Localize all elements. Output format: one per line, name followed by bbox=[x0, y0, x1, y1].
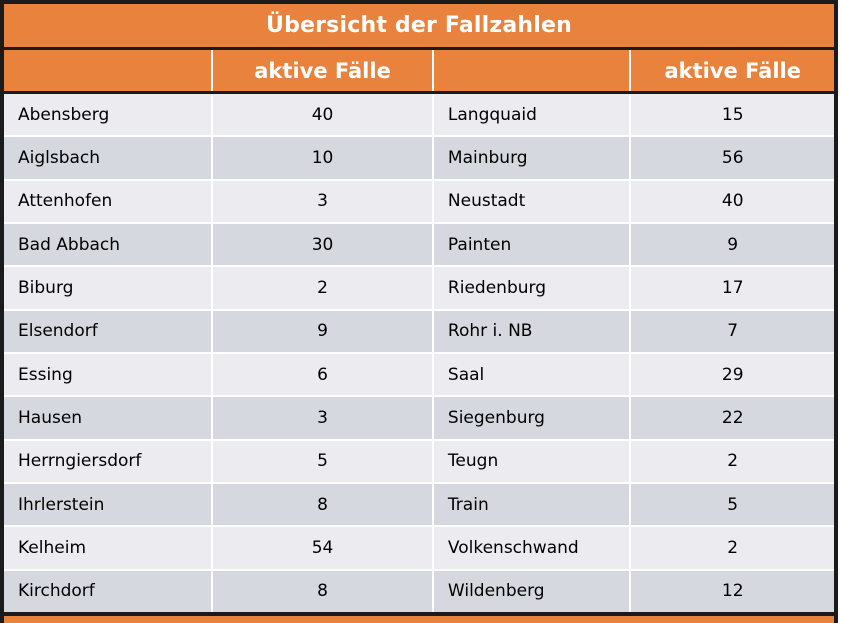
active-cases-value-cell: 29 bbox=[721, 364, 744, 385]
municipality-name-cell: Attenhofen bbox=[4, 180, 214, 222]
active-cases-value-cell: 3 bbox=[213, 397, 434, 439]
active-cases-value-cell: 9 bbox=[213, 310, 434, 352]
table-row: Ihrlerstein 8 Train 5 bbox=[4, 483, 834, 528]
municipality-name-cell: Herrngiersdorf bbox=[4, 440, 214, 482]
table-row: Kelheim 54 Volkenschwand 2 bbox=[4, 527, 834, 571]
municipality-name-cell: Aiglsbach bbox=[4, 137, 214, 179]
table-row: Bad Abbach 30 Painten 9 bbox=[4, 223, 834, 268]
municipality-name-cell: Riedenburg bbox=[434, 267, 632, 309]
table-row: Essing 6 Saal 29 bbox=[4, 353, 834, 398]
table-title-row: Übersicht der Fallzahlen bbox=[4, 4, 834, 50]
active-cases-value-cell: 3 bbox=[213, 180, 434, 222]
active-cases-value-cell: 2 bbox=[727, 451, 739, 472]
table-row: Elsendorf 9 Rohr i. NB 7 bbox=[4, 310, 834, 354]
table-row: Biburg 2 Riedenburg 17 bbox=[4, 267, 834, 311]
municipality-name-cell: Bad Abbach bbox=[4, 223, 214, 266]
header-cell-empty-left bbox=[4, 50, 214, 91]
municipality-name-cell: Kirchdorf bbox=[4, 570, 214, 612]
table-title: Übersicht der Fallzahlen bbox=[266, 13, 572, 38]
active-cases-value-cell: 40 bbox=[721, 191, 744, 212]
table-row: Abensberg 40 Langquaid 15 bbox=[4, 94, 834, 138]
municipality-name-cell: Essing bbox=[4, 353, 214, 396]
municipality-name-cell: Teugn bbox=[434, 440, 632, 482]
municipality-name-cell: Mainburg bbox=[434, 137, 632, 179]
active-cases-value-cell: 17 bbox=[721, 277, 744, 298]
municipality-name-cell: Siegenburg bbox=[434, 397, 632, 439]
table-row: Attenhofen 3 Neustadt 40 bbox=[4, 180, 834, 224]
table-row: Kirchdorf 8 Wildenberg 12 bbox=[4, 570, 834, 612]
active-cases-value-cell: 40 bbox=[213, 94, 434, 136]
municipality-name-cell: Wildenberg bbox=[434, 570, 632, 612]
municipality-name-cell: Rohr i. NB bbox=[434, 310, 632, 352]
active-cases-value-cell: 54 bbox=[213, 527, 434, 569]
active-cases-value-cell: 10 bbox=[213, 137, 434, 179]
header-cell-empty-right bbox=[434, 50, 632, 91]
active-cases-value-cell: 56 bbox=[721, 147, 744, 168]
municipality-name-cell: Langquaid bbox=[434, 94, 632, 136]
municipality-name-cell: Volkenschwand bbox=[434, 527, 632, 569]
active-cases-value-cell: 9 bbox=[727, 234, 739, 255]
municipality-name-cell: Elsendorf bbox=[4, 310, 214, 352]
table-body: Abensberg 40 Langquaid 15 Aiglsbach 10 Mainbur… bbox=[4, 94, 834, 612]
active-cases-value-cell: 30 bbox=[213, 223, 434, 266]
table-row: Herrngiersdorf 5 Teugn 2 bbox=[4, 440, 834, 484]
active-cases-value-cell: 12 bbox=[721, 581, 744, 602]
municipality-name-cell: Painten bbox=[434, 223, 632, 266]
table-row: Aiglsbach 10 Mainburg 56 bbox=[4, 137, 834, 181]
municipality-name-cell: Kelheim bbox=[4, 527, 214, 569]
active-cases-value-cell: 7 bbox=[727, 321, 739, 342]
bottom-orange-strip bbox=[4, 612, 834, 623]
municipality-name-cell: Ihrlerstein bbox=[4, 483, 214, 526]
active-cases-value-cell: 8 bbox=[213, 570, 434, 612]
header-cell-active-cases-right: aktive Fälle bbox=[664, 58, 801, 83]
municipality-name-cell: Neustadt bbox=[434, 180, 632, 222]
active-cases-value-cell: 2 bbox=[213, 267, 434, 309]
header-cell-active-cases-left: aktive Fälle bbox=[213, 50, 434, 91]
municipality-name-cell: Abensberg bbox=[4, 94, 214, 136]
municipality-name-cell: Biburg bbox=[4, 267, 214, 309]
municipality-name-cell: Train bbox=[434, 483, 632, 526]
active-cases-value-cell: 6 bbox=[213, 353, 434, 396]
active-cases-value-cell: 2 bbox=[727, 537, 739, 558]
table-header-row: aktive Fälle aktive Fälle bbox=[4, 50, 834, 94]
municipality-name-cell: Hausen bbox=[4, 397, 214, 439]
table-row: Hausen 3 Siegenburg 22 bbox=[4, 397, 834, 441]
active-cases-value-cell: 22 bbox=[721, 407, 744, 428]
active-cases-value-cell: 8 bbox=[213, 483, 434, 526]
active-cases-value-cell: 5 bbox=[213, 440, 434, 482]
municipality-name-cell: Saal bbox=[434, 353, 632, 396]
active-cases-value-cell: 15 bbox=[721, 104, 744, 125]
active-cases-value-cell: 5 bbox=[727, 494, 739, 515]
